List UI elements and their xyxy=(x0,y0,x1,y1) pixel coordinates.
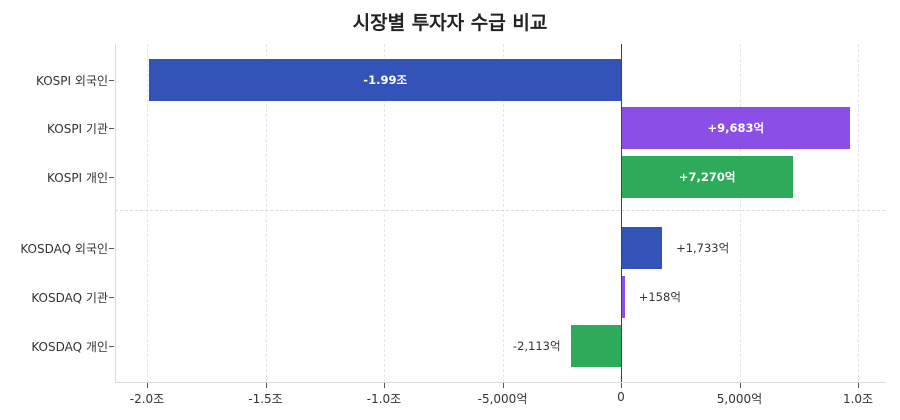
x-gridline xyxy=(147,44,148,382)
x-axis-line xyxy=(115,382,885,383)
y-category-label: KOSDAQ 개인 xyxy=(31,340,108,354)
x-tick xyxy=(384,383,385,388)
x-tick xyxy=(621,383,622,388)
bar-6[interactable] xyxy=(570,325,621,367)
y-category-label: KOSDAQ 외국인 xyxy=(20,242,108,256)
x-tick xyxy=(739,383,741,388)
x-tick-label: 5,000억 xyxy=(716,392,763,406)
y-category-label: KOSPI 개인 xyxy=(47,171,108,185)
bar-2[interactable] xyxy=(621,107,851,149)
chart-title: 시장별 투자자 수급 비교 xyxy=(352,12,548,34)
bar-value-label: -1.99조 xyxy=(363,73,408,87)
group-separator-line xyxy=(115,210,885,211)
y-category-label: KOSPI 기관 xyxy=(47,122,108,136)
x-tick xyxy=(502,383,504,388)
bar-value-label: +158억 xyxy=(638,290,681,304)
x-gridline xyxy=(858,44,859,382)
x-tick-label: -5,000억 xyxy=(477,392,528,406)
x-gridline xyxy=(739,44,741,382)
bar-4[interactable] xyxy=(621,227,663,269)
x-tick-label: -2.0조 xyxy=(129,392,165,406)
y-tick xyxy=(109,248,114,249)
y-tick xyxy=(109,128,114,129)
x-tick-label: 1.0조 xyxy=(842,392,874,406)
bar-3[interactable] xyxy=(621,156,794,198)
bar-value-label: +1,733억 xyxy=(676,241,730,255)
bar-5[interactable] xyxy=(621,276,625,318)
y-category-label: KOSPI 외국인 xyxy=(36,74,108,88)
bar-value-label: +9,683억 xyxy=(707,121,765,135)
x-gridline xyxy=(502,44,504,382)
bar-value-label: +7,270억 xyxy=(678,170,736,184)
zero-reference-line xyxy=(621,44,622,382)
y-tick xyxy=(109,177,114,178)
x-tick-label: 0 xyxy=(617,390,625,404)
x-gridline xyxy=(265,44,267,382)
y-tick xyxy=(109,80,114,81)
x-gridline xyxy=(384,44,385,382)
x-tick-label: -1.0조 xyxy=(366,392,402,406)
bar-1[interactable] xyxy=(149,59,621,101)
y-axis-line xyxy=(115,44,116,382)
x-tick-label: -1.5조 xyxy=(248,392,283,406)
x-tick xyxy=(265,383,267,388)
x-tick xyxy=(858,383,859,388)
bar-value-label: -2,113억 xyxy=(512,339,561,353)
y-category-label: KOSDAQ 기관 xyxy=(31,291,108,305)
x-tick xyxy=(147,383,148,388)
y-tick xyxy=(109,297,114,298)
y-tick xyxy=(109,346,114,347)
